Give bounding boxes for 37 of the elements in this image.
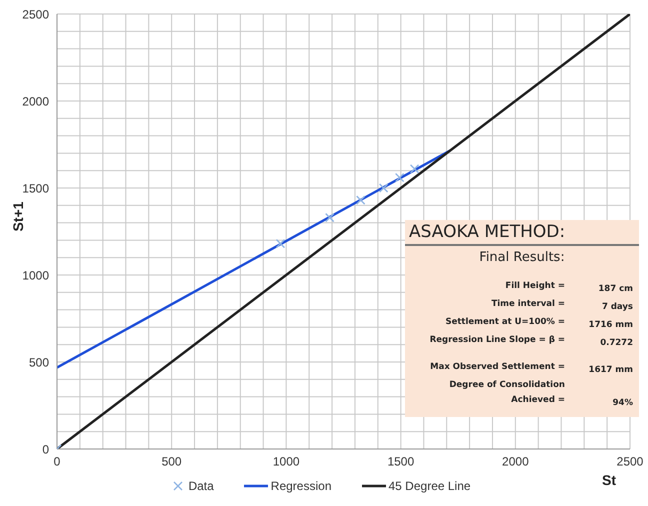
annotation: 1716 mm: [588, 320, 634, 330]
point: [325, 212, 334, 222]
point: [378, 183, 388, 193]
x-tick-label: 0: [54, 454, 61, 469]
point: [394, 172, 404, 182]
annotation: Final Results:: [478, 250, 566, 265]
annotation: 1617 mm: [588, 365, 634, 375]
annotation: 7 days: [600, 302, 634, 312]
y-tick-label: 0: [42, 442, 50, 456]
legend-label: 45 Degree Line: [388, 479, 471, 493]
y-tick-label: 2000: [22, 94, 50, 108]
annotation: 94%: [612, 398, 634, 408]
y-axis-title: St+1: [10, 201, 26, 232]
annotation: 187 cm: [597, 284, 634, 294]
annotation: 0.7272: [599, 338, 634, 348]
annotation: ASAOKA METHOD:: [405, 220, 639, 246]
point: [410, 164, 420, 174]
legend-label: Regression: [270, 479, 332, 493]
annotation: Degree of Consolidation Achieved =: [448, 379, 566, 407]
x-axis-title: St: [602, 472, 616, 488]
x-tick-label: 1500: [387, 454, 414, 469]
annotation: Regression Line Slope = β =: [428, 334, 566, 347]
y-tick-label: 500: [28, 355, 50, 370]
point: [356, 195, 366, 205]
x-tick-label: 2000: [502, 454, 530, 469]
x-tick-label: 500: [162, 454, 182, 469]
y-tick-label: 2500: [22, 7, 50, 22]
annotation: Settlement at U=100% =: [444, 316, 566, 329]
x-tick-label: 1000: [272, 454, 300, 469]
y-tick-label: 1500: [22, 181, 50, 196]
x-tick-label: 2500: [616, 454, 644, 469]
point: [276, 238, 286, 248]
legend-label: Data: [187, 479, 214, 493]
annotation: Time interval =: [490, 298, 566, 311]
annotation: Max Observed Settlement =: [429, 361, 566, 374]
y-tick-label: 1000: [22, 268, 50, 282]
annotation: Fill Height =: [504, 280, 566, 293]
